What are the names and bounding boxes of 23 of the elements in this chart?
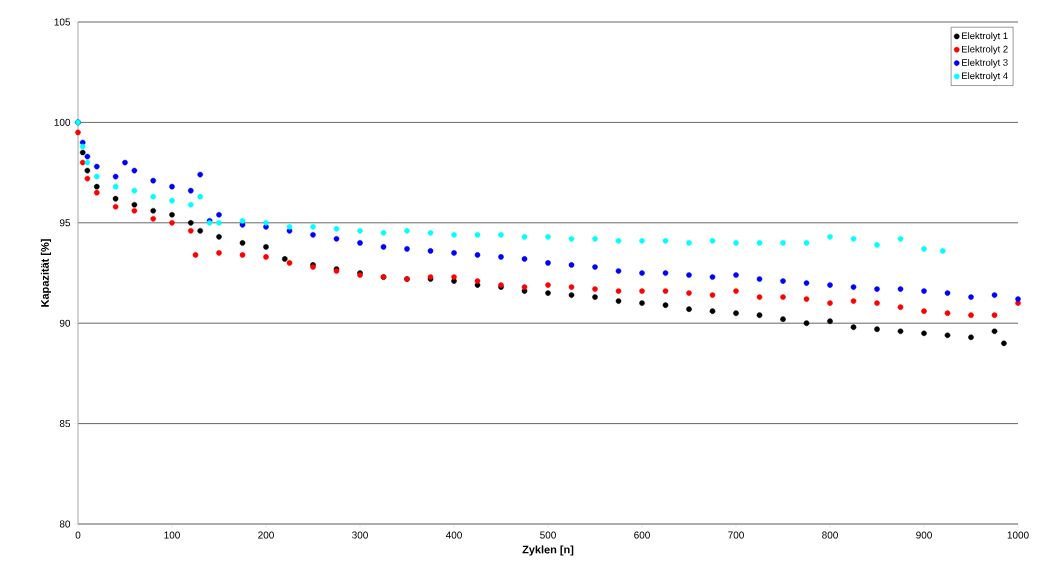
x-tick-label: 700: [728, 531, 744, 539]
x-tick-label: 900: [916, 531, 932, 539]
legend-label: Elektrolyt 4: [962, 72, 1008, 82]
legend-label: Elektrolyt 2: [962, 45, 1008, 55]
x-tick-label: 300: [352, 531, 368, 539]
x-tick-label: 100: [164, 531, 180, 539]
x-tick-label: 0: [75, 531, 81, 539]
x-tick-label: 400: [445, 531, 462, 539]
y-tick-label: 95: [59, 219, 71, 227]
x-tick-label: 500: [540, 531, 556, 539]
x-tick-label: 800: [822, 531, 838, 539]
y-tick-label: 80: [59, 520, 71, 528]
x-axis-title: Zyklen [n]: [522, 545, 574, 556]
y-tick-label: 100: [54, 118, 71, 126]
x-tick-label: 600: [634, 531, 650, 539]
y-axis-title: Kapazität [%]: [40, 239, 52, 307]
x-tick-label: 200: [258, 531, 274, 539]
x-tick-label: 1000: [1007, 531, 1029, 539]
legend-label: Elektrolyt 1: [962, 32, 1008, 42]
legend-label: Elektrolyt 3: [962, 58, 1008, 68]
y-tick-label: 85: [59, 420, 71, 428]
y-tick-label: 105: [54, 18, 71, 26]
y-tick-label: 90: [59, 319, 71, 327]
